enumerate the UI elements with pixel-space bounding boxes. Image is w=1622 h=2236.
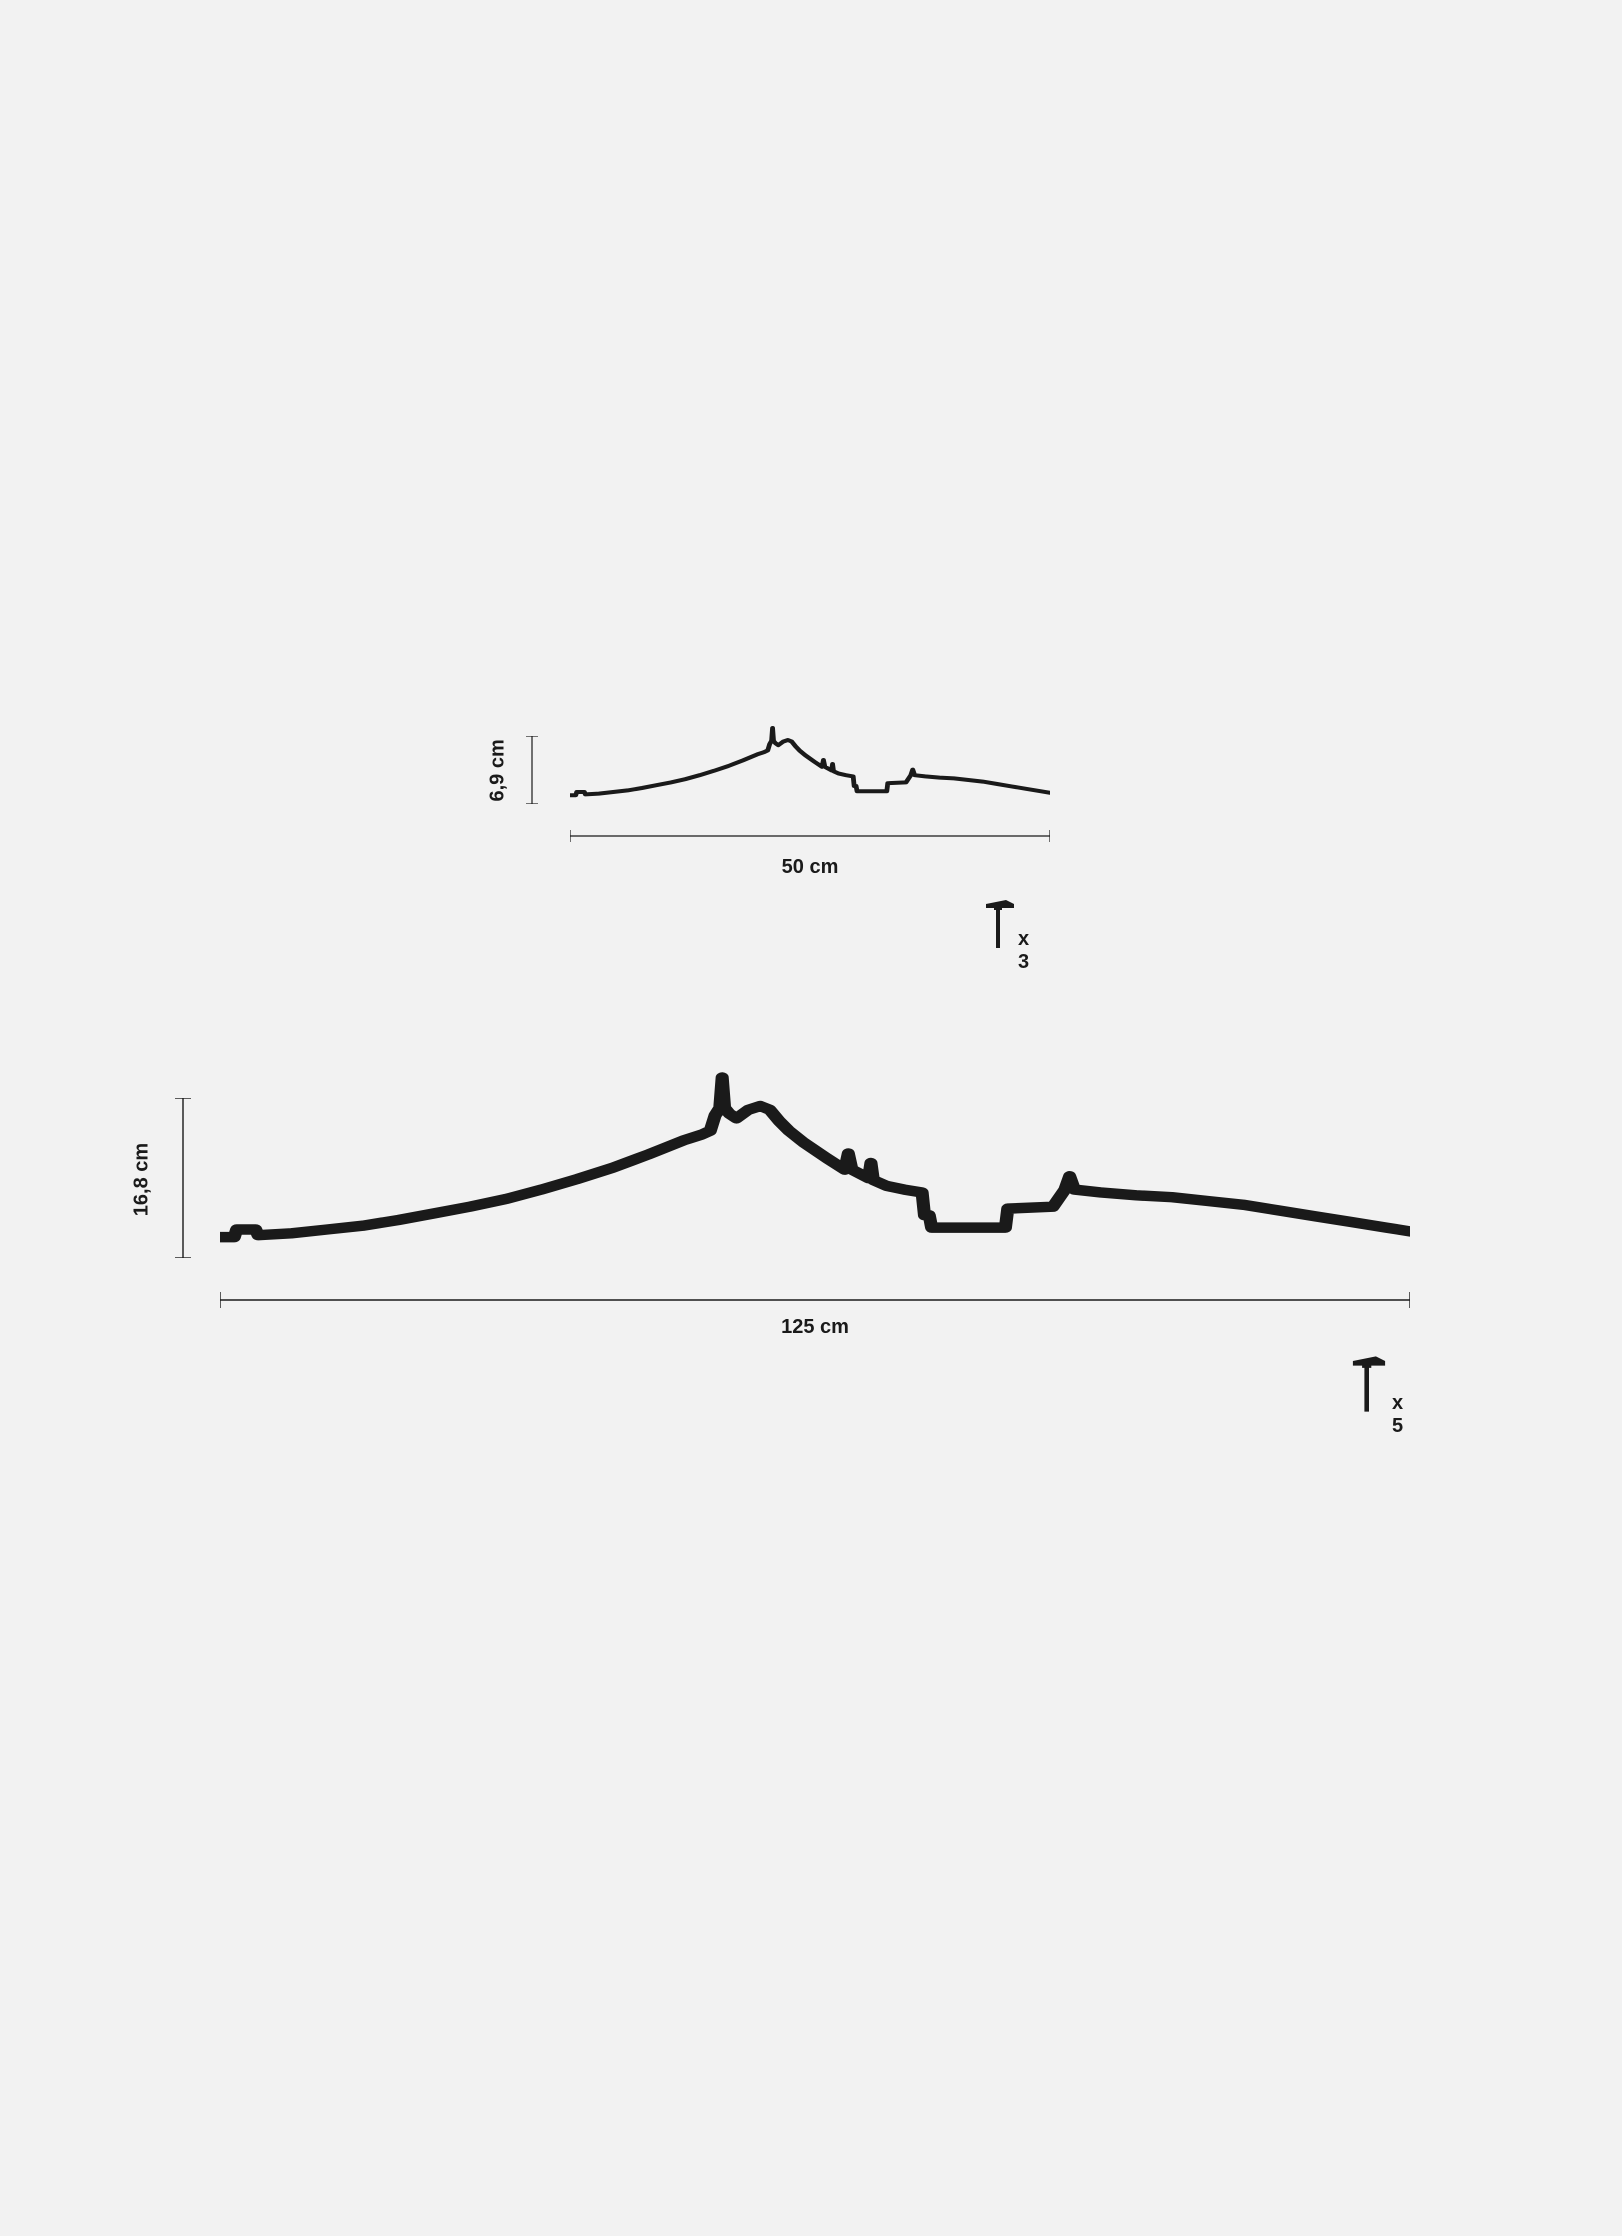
width-bracket-large	[220, 1292, 1410, 1308]
hammer-icon	[980, 898, 1020, 950]
nail-count-small: x 3	[1018, 928, 1029, 974]
skyline-small	[570, 724, 1050, 804]
diagram-canvas: 6,9 cm 50 cm x 3	[60, 0, 1560, 2236]
skyline-large	[220, 1068, 1410, 1258]
nail-count-large: x 5	[1392, 1392, 1403, 1438]
hammer-icon	[1346, 1354, 1392, 1414]
height-label-large: 16,8 cm	[131, 1140, 154, 1220]
width-label-large: 125 cm	[760, 1316, 870, 1339]
height-bracket-large	[173, 1098, 193, 1258]
height-label-small: 6,9 cm	[487, 742, 510, 802]
width-bracket-small	[570, 828, 1050, 844]
width-label-small: 50 cm	[760, 856, 860, 879]
height-bracket-small	[522, 736, 542, 804]
